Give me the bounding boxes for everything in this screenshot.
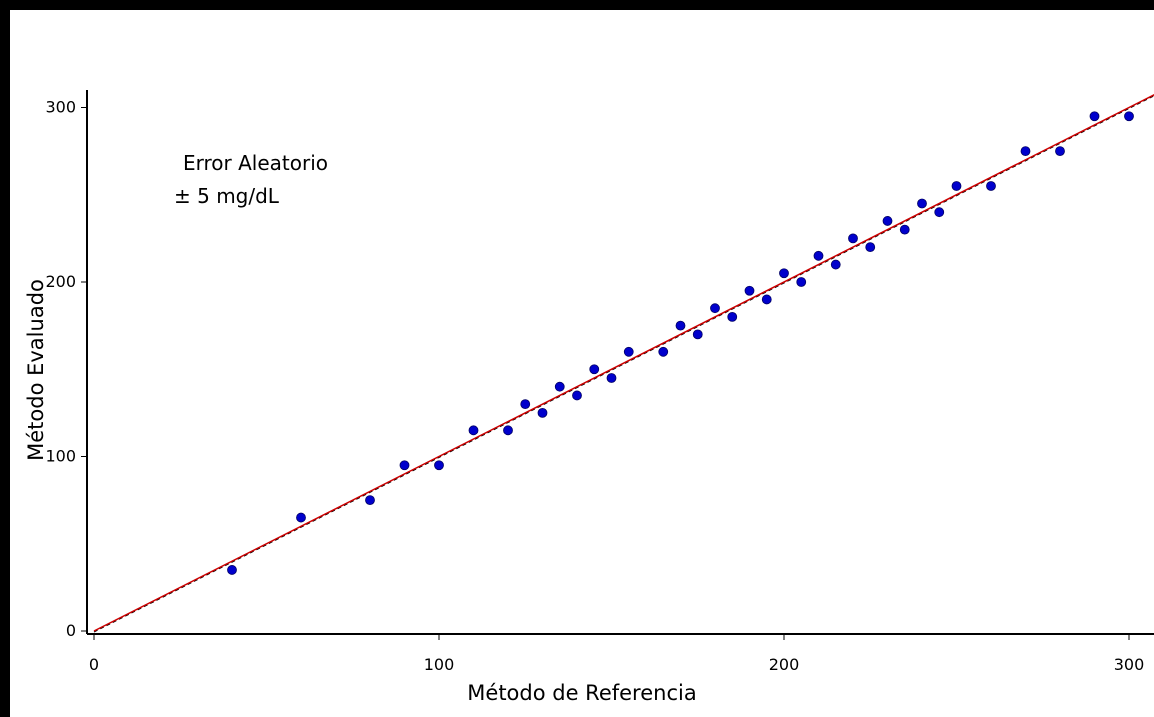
data-point (899, 224, 910, 235)
y-tick-label: 300 (45, 98, 76, 117)
data-point (468, 425, 479, 436)
data-point (1089, 111, 1100, 122)
data-point (865, 242, 876, 253)
x-axis-label: Método de Referencia (467, 681, 696, 705)
y-tick-label: 200 (45, 272, 76, 291)
x-tick-label: 300 (1114, 655, 1145, 674)
data-point (589, 364, 600, 375)
data-point (606, 373, 617, 383)
data-points (227, 111, 1134, 575)
data-point (951, 181, 962, 191)
x-tick-label: 200 (769, 655, 800, 674)
data-point (1055, 146, 1065, 157)
data-point (986, 181, 996, 191)
data-point (796, 277, 807, 287)
data-point (1020, 146, 1031, 157)
regression-line (93, 94, 1154, 632)
axis-ticks: 0 100 200 300 0 100 200 300 (45, 98, 1144, 675)
data-point (779, 268, 789, 279)
annotation-line-2: ± 5 mg/dL (174, 184, 280, 208)
data-point (710, 303, 720, 314)
data-point (761, 294, 772, 305)
data-point (227, 565, 237, 575)
data-point (848, 233, 858, 244)
x-tick-label: 0 (89, 655, 99, 674)
data-point (813, 250, 824, 261)
data-point (658, 346, 669, 357)
data-point (399, 460, 410, 471)
data-point (434, 460, 444, 471)
data-point (934, 207, 945, 218)
identity-line (93, 95, 1154, 633)
data-point (1124, 111, 1134, 122)
data-point (727, 311, 738, 322)
data-point (572, 390, 582, 401)
data-point (675, 320, 686, 331)
data-point (537, 407, 548, 418)
data-point (882, 216, 893, 226)
y-axis-label: Método Evaluado (24, 279, 48, 461)
data-point (554, 381, 565, 392)
y-tick-label: 0 (66, 621, 76, 640)
x-tick-label: 100 (424, 655, 455, 674)
annotation-line-1: Error Aleatorio (183, 151, 328, 175)
y-tick-label: 100 (45, 447, 76, 466)
data-point (830, 259, 841, 270)
fit-lines (93, 94, 1154, 633)
data-point (623, 346, 634, 357)
data-point (503, 425, 513, 436)
data-point (365, 495, 375, 506)
data-point (692, 329, 703, 340)
axes (86, 90, 1154, 635)
data-point (744, 285, 755, 296)
data-point (296, 512, 306, 523)
data-point (520, 399, 531, 410)
data-point (917, 198, 927, 209)
